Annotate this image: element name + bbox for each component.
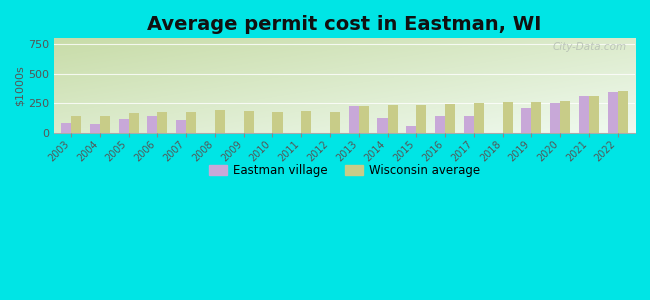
Legend: Eastman village, Wisconsin average: Eastman village, Wisconsin average: [204, 159, 484, 182]
Bar: [176, 120, 186, 133]
Bar: [244, 111, 254, 133]
Bar: [157, 112, 168, 133]
Bar: [474, 103, 484, 133]
Bar: [502, 102, 513, 133]
Bar: [61, 123, 71, 133]
Bar: [71, 116, 81, 133]
Bar: [186, 112, 196, 133]
Bar: [618, 91, 628, 133]
Bar: [100, 116, 110, 133]
Bar: [521, 107, 532, 133]
Bar: [416, 105, 426, 133]
Bar: [445, 104, 455, 133]
Bar: [148, 116, 157, 133]
Y-axis label: $1000s: $1000s: [15, 65, 25, 106]
Bar: [464, 116, 474, 133]
Bar: [406, 126, 416, 133]
Bar: [589, 96, 599, 133]
Bar: [272, 112, 283, 133]
Text: City-Data.com: City-Data.com: [552, 42, 627, 52]
Bar: [560, 100, 570, 133]
Bar: [387, 105, 398, 133]
Title: Average permit cost in Eastman, WI: Average permit cost in Eastman, WI: [147, 15, 541, 34]
Bar: [348, 106, 359, 133]
Bar: [90, 124, 100, 133]
Bar: [301, 111, 311, 133]
Bar: [378, 118, 387, 133]
Bar: [435, 116, 445, 133]
Bar: [330, 112, 340, 133]
Bar: [118, 119, 129, 133]
Bar: [550, 103, 560, 133]
Bar: [129, 113, 138, 133]
Bar: [215, 110, 225, 133]
Bar: [359, 106, 369, 133]
Bar: [608, 92, 617, 133]
Bar: [532, 102, 541, 133]
Bar: [579, 96, 589, 133]
